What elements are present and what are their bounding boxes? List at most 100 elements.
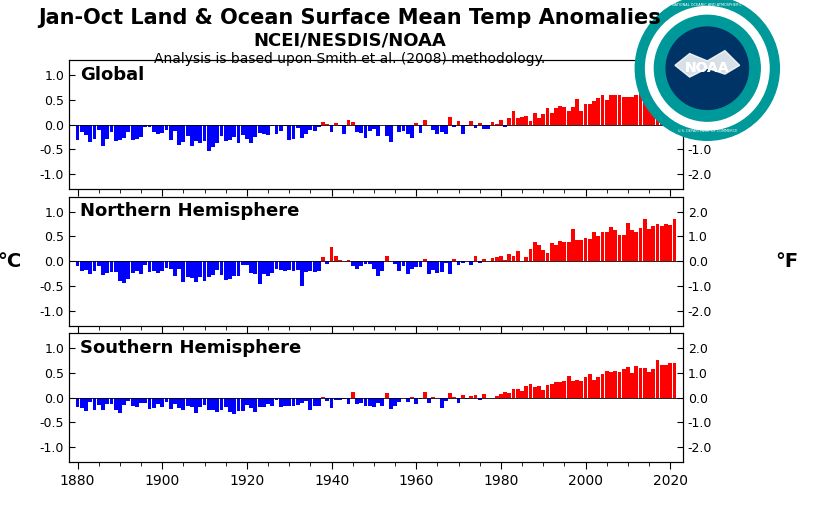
Bar — [609, 227, 613, 261]
Bar — [528, 249, 533, 261]
Bar — [250, 125, 253, 142]
Bar — [202, 261, 207, 281]
Bar — [444, 398, 448, 401]
Bar — [474, 125, 477, 128]
Bar — [131, 261, 134, 274]
Bar — [93, 125, 97, 139]
Bar — [122, 125, 126, 138]
Bar — [359, 125, 363, 133]
Bar — [503, 125, 507, 127]
Bar — [279, 261, 283, 270]
Bar — [457, 398, 460, 403]
Bar — [469, 121, 473, 125]
Bar — [559, 106, 562, 125]
Bar — [550, 243, 554, 261]
Bar — [254, 125, 257, 137]
Bar — [550, 113, 554, 125]
Bar — [406, 261, 410, 274]
Bar — [207, 125, 211, 151]
Bar — [80, 398, 84, 408]
Bar — [317, 398, 321, 406]
Bar — [634, 232, 638, 261]
Bar — [215, 398, 220, 412]
Bar — [334, 123, 337, 125]
Bar — [262, 125, 266, 134]
Bar — [89, 125, 92, 142]
Bar — [639, 368, 642, 398]
Bar — [334, 398, 337, 400]
Bar — [490, 258, 494, 261]
Bar — [127, 398, 130, 401]
Bar — [393, 261, 397, 264]
Bar — [546, 385, 550, 398]
Bar — [325, 261, 329, 264]
Bar — [664, 87, 668, 125]
Bar — [597, 236, 600, 261]
Bar — [385, 257, 389, 261]
Bar — [613, 229, 617, 261]
Bar — [660, 365, 663, 398]
Bar — [262, 398, 266, 406]
Bar — [241, 261, 245, 265]
Bar — [609, 372, 613, 398]
Bar — [110, 125, 113, 132]
Bar — [207, 398, 211, 410]
Bar — [220, 125, 224, 136]
Bar — [169, 125, 172, 140]
Bar — [495, 257, 498, 261]
Bar — [160, 125, 164, 133]
Bar — [554, 108, 558, 125]
Bar — [533, 387, 537, 398]
Bar — [672, 363, 676, 398]
Bar — [389, 398, 393, 409]
Bar — [254, 398, 257, 412]
Bar — [317, 125, 321, 127]
Bar — [597, 98, 600, 125]
Bar — [554, 382, 558, 398]
Bar — [478, 123, 481, 125]
Bar — [533, 242, 537, 261]
Bar — [97, 125, 101, 130]
Bar — [406, 125, 410, 134]
Bar — [190, 261, 193, 278]
Bar — [415, 261, 418, 267]
Bar — [524, 257, 528, 261]
Bar — [474, 256, 477, 261]
Bar — [419, 261, 423, 267]
Bar — [215, 125, 220, 143]
Bar — [101, 398, 105, 410]
Circle shape — [654, 15, 760, 121]
Bar — [584, 377, 588, 398]
Bar — [559, 242, 562, 261]
Bar — [469, 261, 473, 266]
Bar — [423, 259, 427, 261]
Bar — [359, 398, 363, 403]
Bar — [118, 125, 122, 140]
Bar — [211, 398, 215, 411]
Bar — [245, 125, 249, 139]
Bar — [76, 125, 80, 140]
Bar — [329, 125, 333, 132]
Bar — [266, 125, 270, 135]
Bar — [474, 395, 477, 398]
Text: Global: Global — [80, 66, 145, 83]
Bar — [160, 261, 164, 271]
Bar — [639, 228, 642, 261]
Bar — [571, 381, 575, 398]
Bar — [584, 104, 588, 125]
Bar — [541, 390, 546, 398]
Bar — [559, 382, 562, 398]
Bar — [660, 226, 663, 261]
Bar — [325, 123, 329, 125]
Bar — [507, 254, 511, 261]
Bar — [630, 97, 634, 125]
Bar — [198, 261, 202, 277]
Bar — [190, 398, 193, 407]
Bar — [164, 261, 168, 268]
Bar — [478, 398, 481, 400]
Circle shape — [666, 27, 749, 109]
Bar — [304, 398, 308, 401]
Bar — [266, 261, 270, 276]
Bar — [431, 261, 435, 270]
Bar — [457, 261, 460, 265]
